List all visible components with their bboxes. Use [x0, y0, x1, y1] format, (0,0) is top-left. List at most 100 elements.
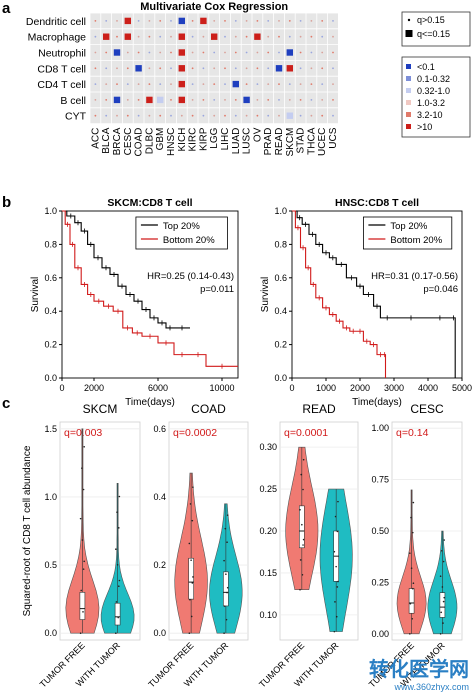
violin-point — [82, 568, 85, 570]
km-ytick-label: 0.8 — [44, 239, 57, 249]
violin-box — [79, 592, 86, 620]
violin-point — [302, 538, 305, 541]
violin-point — [442, 560, 445, 563]
heatmap-cell-dot — [148, 51, 151, 54]
heatmap-cell-dot — [267, 20, 270, 22]
heatmap-row-label: CYT — [65, 111, 87, 123]
violin-point — [441, 549, 443, 552]
heatmap-cell-dot — [245, 114, 248, 117]
km-xtick-label: 0 — [59, 383, 64, 393]
km-ytick-label: 1.0 — [274, 206, 287, 216]
heatmap-col-label: ACC — [90, 128, 101, 149]
heatmap-cell-dot — [105, 20, 108, 22]
violin-point — [301, 523, 303, 526]
color-legend-swatch — [406, 112, 411, 117]
violin-ytick-label: 0.0 — [44, 628, 57, 638]
size-legend-label: q<=0.15 — [417, 29, 450, 39]
heatmap-cell-dot — [148, 35, 151, 38]
panel-a-letter: a — [2, 0, 11, 17]
heatmap-cell-dot — [288, 83, 291, 85]
heatmap-cell-dot — [105, 114, 108, 117]
violin-point — [226, 591, 228, 594]
violin-point — [191, 582, 194, 584]
km-plot-skcm: SKCM:CD8 T cell 0.0 0.2 0.4 0.6 0.8 1.0 0 2000 60… — [30, 197, 239, 408]
violin-point — [116, 564, 119, 566]
heatmap-cell-dot — [321, 51, 324, 54]
heatmap-cell-sig — [286, 49, 293, 56]
heatmap-title: Multivariate Cox Regression — [140, 1, 288, 13]
km-xtick-label: 4000 — [418, 383, 438, 393]
violin-point — [81, 539, 84, 541]
violin-box — [439, 592, 446, 618]
heatmap-cell-dot — [224, 99, 226, 101]
violin-ytick-label: 1.5 — [44, 424, 57, 434]
color-legend-label: 0.32-1.0 — [417, 86, 450, 96]
heatmap-col-label: UCEC — [317, 128, 328, 156]
violin-point — [334, 601, 336, 603]
size-legend-box — [401, 11, 471, 47]
heatmap-cell-sig — [286, 112, 293, 119]
violin-point — [440, 611, 443, 614]
heatmap-col-label: BLCA — [101, 127, 112, 153]
heatmap-row-label: Macrophage — [28, 32, 87, 44]
size-legend-small-symbol — [407, 18, 411, 22]
heatmap-cell-dot — [191, 83, 194, 85]
violin-point — [79, 517, 82, 520]
km-title: SKCM:CD8 T cell — [107, 197, 192, 209]
heatmap-cell-dot — [116, 20, 118, 22]
heatmap-col-label: LIHC — [220, 128, 231, 151]
heatmap-cell-dot — [94, 99, 97, 101]
km-ylabel: Survival — [30, 277, 41, 313]
violin-point — [442, 622, 444, 624]
violin-point — [412, 582, 415, 585]
heatmap-cell-dot — [278, 51, 280, 54]
heatmap-cell-dot — [202, 83, 205, 85]
heatmap-cell-dot — [310, 114, 313, 117]
heatmap-cell-sig — [157, 96, 164, 104]
heatmap-cell-dot — [213, 114, 216, 117]
heatmap-cell-dot — [116, 114, 118, 117]
violin-ytick-label: 1.0 — [44, 492, 57, 502]
heatmap-cell-dot — [267, 35, 270, 38]
heatmap-cell-dot — [137, 35, 140, 38]
heatmap-cell-dot — [126, 51, 129, 54]
heatmap-cell-dot — [332, 35, 334, 38]
km-ytick-label: 0.2 — [274, 340, 287, 350]
km-curve-top — [62, 210, 190, 329]
heatmap-cell-dot — [256, 67, 259, 70]
violin-ytick-label: 0.4 — [153, 492, 166, 502]
heatmap-cell-dot — [105, 99, 108, 101]
watermark-main: 转化医学网 — [369, 659, 469, 681]
heatmap-cell-dot — [94, 51, 97, 54]
violin-point — [443, 596, 446, 599]
color-legend-swatch — [406, 88, 411, 93]
heatmap-cell-dot — [245, 67, 248, 70]
heatmap-cell-dot — [202, 51, 205, 54]
heatmap-cell-dot — [256, 83, 259, 85]
heatmap-cell-dot — [278, 99, 280, 101]
heatmap-col-label: GBM — [155, 128, 166, 151]
heatmap-cell-dot — [202, 67, 205, 70]
heatmap-cell-dot — [332, 20, 334, 22]
heatmap-cell-dot — [310, 83, 313, 85]
heatmap-col-label: PRAD — [263, 128, 274, 156]
violin-ytick-label: 0.25 — [259, 484, 277, 494]
heatmap-cell-dot — [321, 99, 324, 101]
km-ytick-label: 0.6 — [44, 273, 57, 283]
violin-ytick-label: 0.0 — [153, 628, 166, 638]
heatmap-cell-dot — [148, 20, 151, 22]
violin-point — [439, 575, 442, 577]
heatmap-cell-dot — [105, 51, 108, 54]
heatmap-cell-dot — [137, 83, 140, 85]
heatmap-row-label: CD4 T cell — [37, 79, 86, 91]
violin-point — [442, 600, 445, 603]
heatmap-cell-dot — [267, 51, 270, 54]
heatmap-cell-sig — [103, 33, 110, 40]
violin-q-value: q=0.0002 — [173, 427, 217, 439]
heatmap-cell-dot — [299, 20, 302, 22]
heatmap-cell-dot — [321, 35, 324, 38]
heatmap-cell-dot — [332, 83, 334, 85]
violin-point — [337, 580, 339, 583]
panel-c-letter: c — [2, 395, 10, 412]
violin-point — [118, 527, 120, 529]
